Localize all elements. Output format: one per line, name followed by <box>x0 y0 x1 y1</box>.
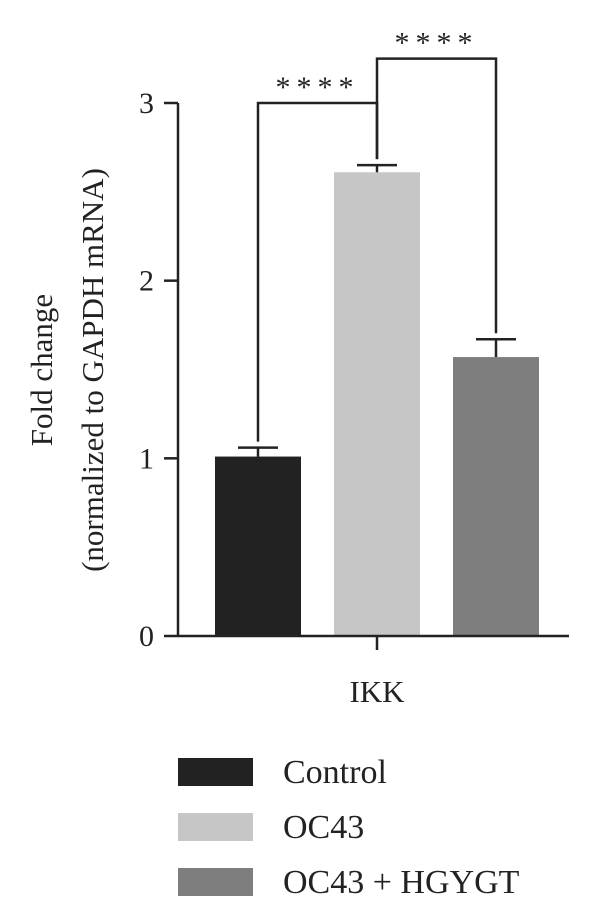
error-bars <box>238 163 516 457</box>
legend-label-0: Control <box>283 754 387 791</box>
y-axis: 0 1 2 3 <box>139 87 180 653</box>
significance-brackets: **** **** <box>256 27 498 442</box>
bar-1 <box>334 172 420 637</box>
y-axis-title-line2: (normalized to GAPDH mRNA) <box>75 168 110 572</box>
legend-swatch-0 <box>178 758 253 786</box>
bar-2 <box>453 357 539 636</box>
y-axis-title-line1: Fold change <box>24 294 59 446</box>
y-tick-label-2: 2 <box>139 265 154 298</box>
legend-label-1: OC43 <box>283 809 364 846</box>
y-tick-label-3: 3 <box>139 87 154 120</box>
bar-0 <box>215 456 301 636</box>
significance-bracket-1 <box>375 57 498 334</box>
x-category-label: IKK <box>349 674 405 709</box>
y-axis-title: Fold change (normalized to GAPDH mRNA) <box>24 168 110 572</box>
legend-swatch-1 <box>178 813 253 841</box>
significance-label-1: **** <box>395 27 479 60</box>
y-tick-label-1: 1 <box>139 442 154 475</box>
significance-label-0: **** <box>276 71 360 104</box>
legend: Control OC43 OC43 + HGYGT <box>178 754 520 901</box>
legend-swatch-2 <box>178 868 253 896</box>
y-tick-label-0: 0 <box>139 620 154 653</box>
x-axis: IKK <box>178 634 569 709</box>
bars <box>215 172 539 637</box>
legend-label-2: OC43 + HGYGT <box>283 864 520 901</box>
